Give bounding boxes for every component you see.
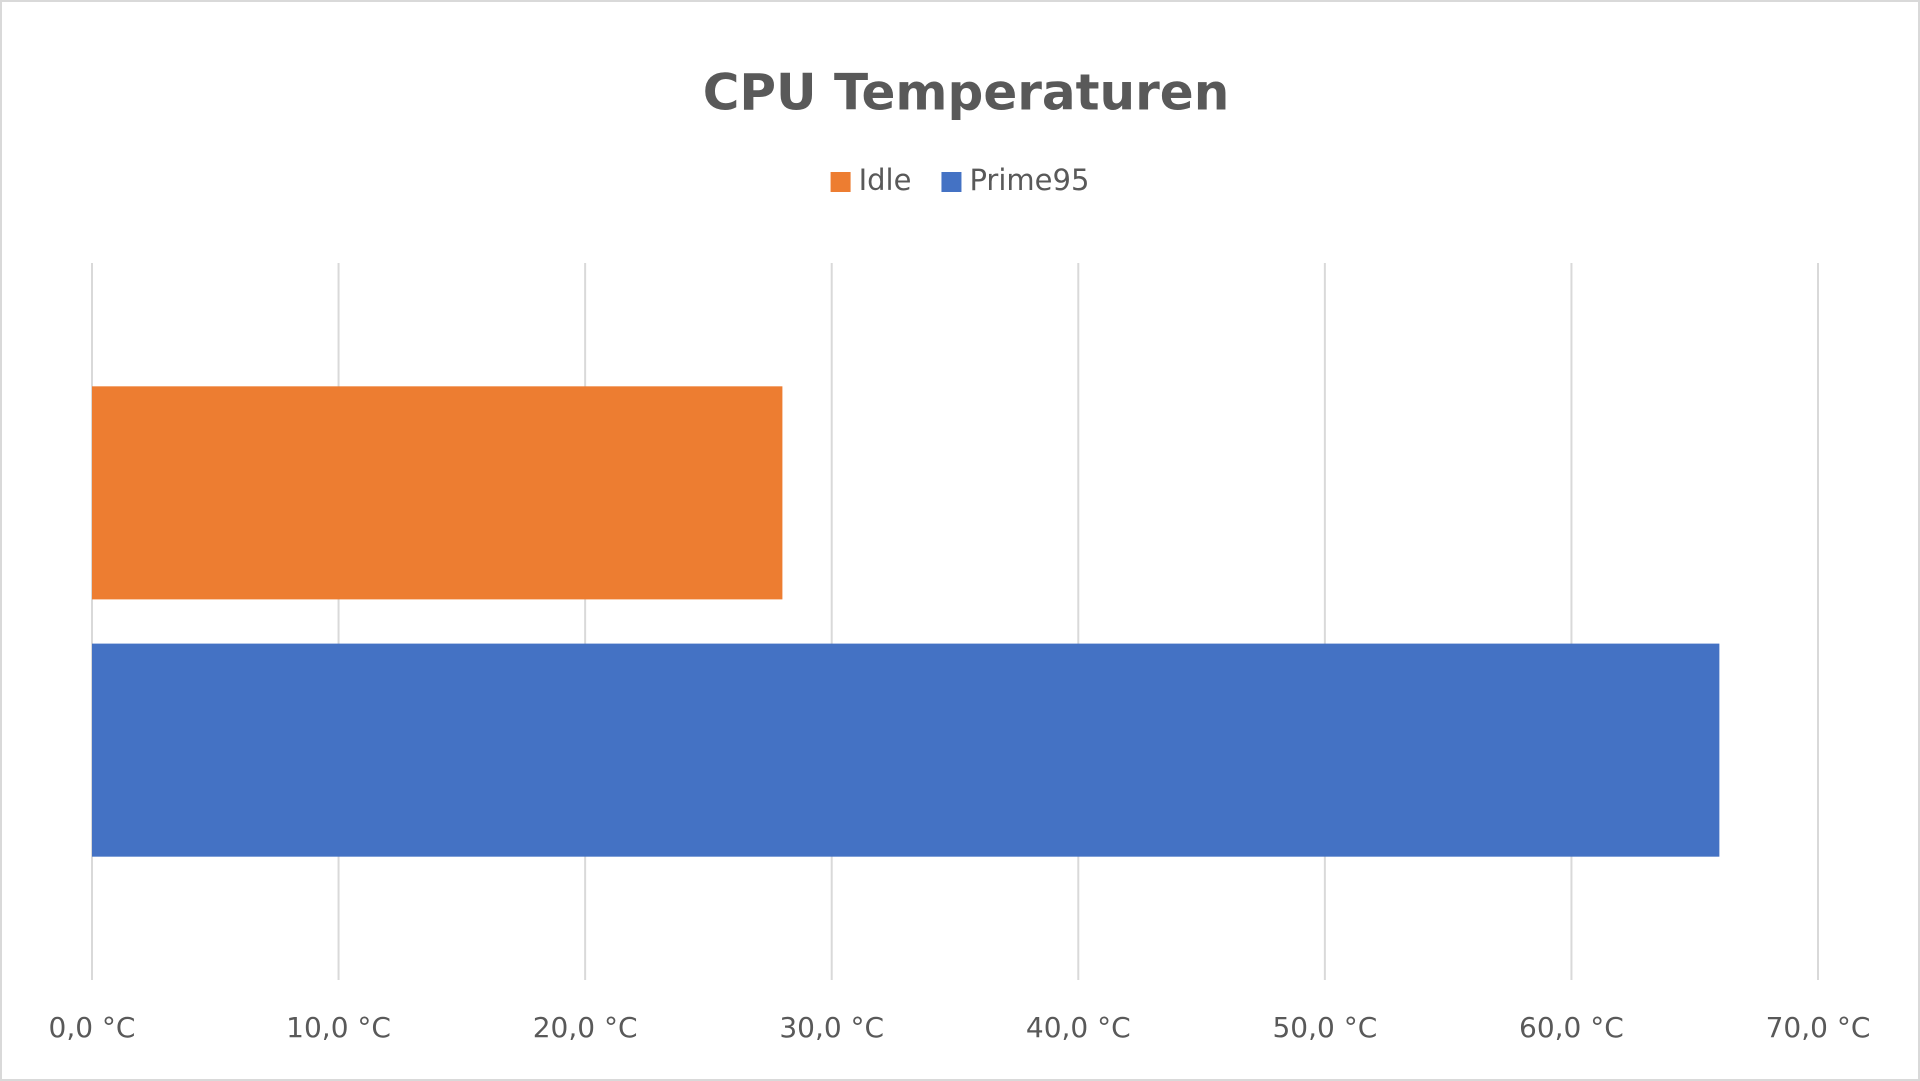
x-tick-label: 40,0 °C	[1026, 1011, 1131, 1044]
legend-swatch	[830, 172, 851, 192]
bar	[92, 386, 783, 600]
legend-label: Idle	[859, 163, 912, 197]
x-tick-label: 0,0 °C	[49, 1011, 136, 1044]
x-tick-label: 10,0 °C	[286, 1011, 391, 1044]
x-tick-label: 30,0 °C	[779, 1011, 884, 1044]
bar	[92, 643, 1720, 857]
chart-title: CPU Temperaturen	[703, 64, 1230, 122]
x-tick-label: 20,0 °C	[533, 1011, 638, 1044]
legend-swatch	[941, 172, 962, 192]
x-tick-label: 50,0 °C	[1272, 1011, 1377, 1044]
x-tick-label: 70,0 °C	[1766, 1011, 1871, 1044]
x-tick-label: 60,0 °C	[1519, 1011, 1624, 1044]
legend-label: Prime95	[969, 163, 1089, 197]
